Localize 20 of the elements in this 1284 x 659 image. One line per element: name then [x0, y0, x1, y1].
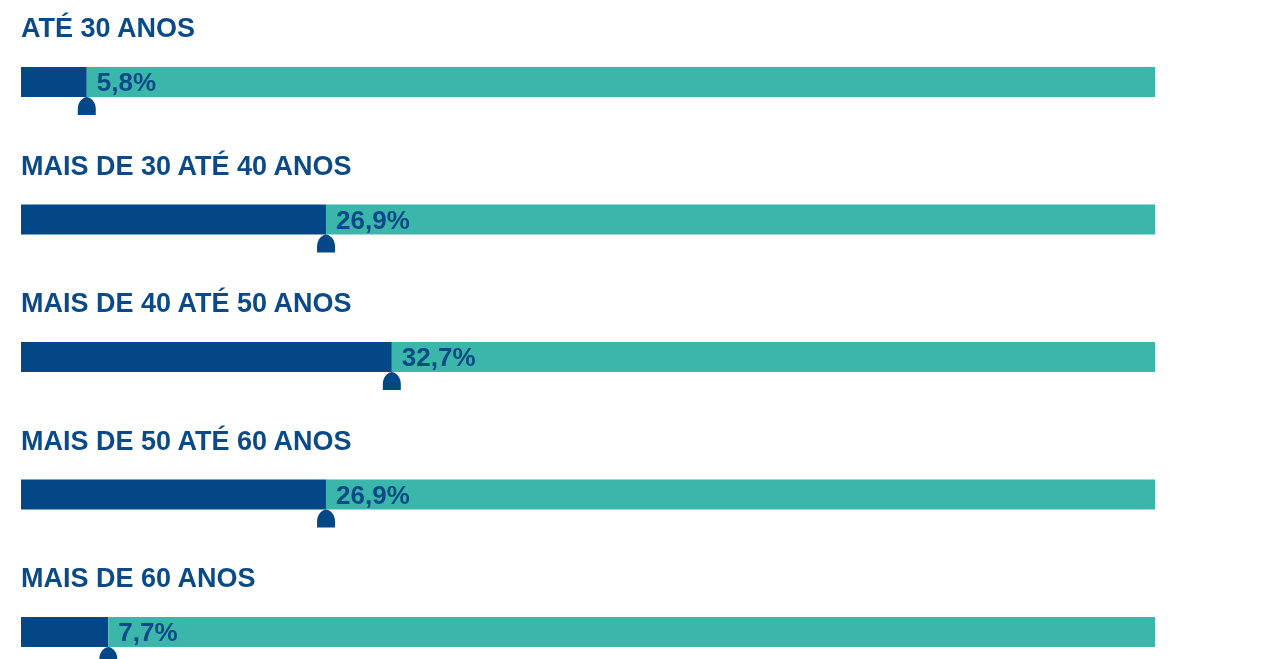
y-tick-label: MAIS DE 30 ATÉ 40 ANOS — [21, 149, 352, 181]
y-tick-label: ATÉ 30 ANOS — [21, 12, 196, 43]
data-label: 32,7% — [401, 342, 476, 372]
data-label: 26,9% — [336, 479, 410, 510]
bar — [21, 204, 327, 235]
data-label: 7,7% — [118, 617, 178, 647]
data-label: 26,9% — [336, 204, 410, 235]
data-label: 5,8% — [96, 67, 157, 97]
bar — [21, 67, 87, 97]
y-tick-label: MAIS DE 40 ATÉ 50 ANOS — [21, 287, 352, 318]
y-tick-label: MAIS DE 50 ATÉ 60 ANOS — [21, 424, 352, 456]
bar — [21, 617, 109, 647]
y-tick-label: MAIS DE 60 ANOS — [21, 563, 256, 593]
bar — [326, 204, 1155, 235]
bar — [108, 617, 1155, 647]
bar — [326, 479, 1155, 510]
bar — [21, 342, 392, 372]
bar — [86, 67, 1155, 97]
bar — [391, 342, 1155, 372]
bar — [21, 479, 327, 510]
